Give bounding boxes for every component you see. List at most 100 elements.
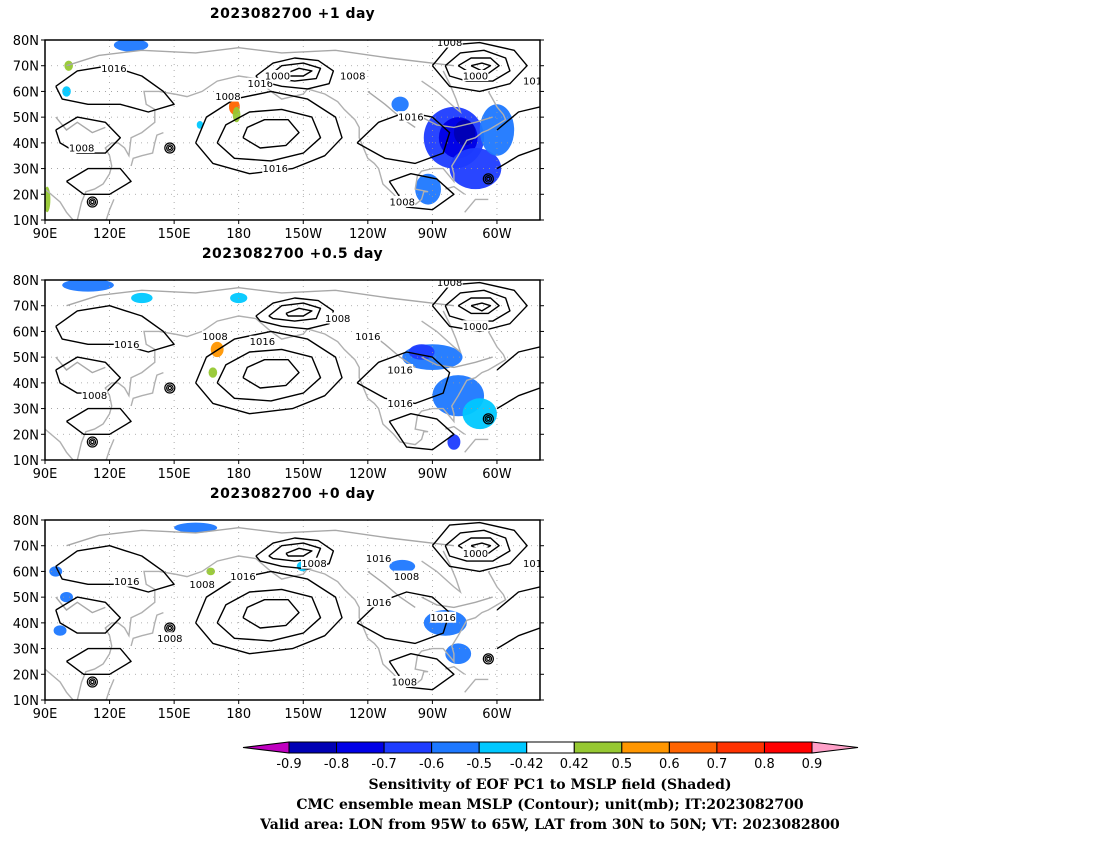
cyclone-isobar bbox=[482, 413, 494, 425]
atlantic-low-isobar bbox=[444, 289, 511, 322]
cyclone-isobar bbox=[486, 656, 491, 662]
colorbar-box bbox=[716, 741, 765, 754]
contour-label-bg bbox=[462, 70, 489, 81]
lon-tick-label: 150E bbox=[158, 707, 191, 722]
lat-tick-label: 50N bbox=[13, 111, 39, 126]
asia-isobar bbox=[55, 545, 175, 593]
contour-label: 1016 bbox=[114, 577, 139, 588]
contour-label-bg bbox=[430, 611, 457, 623]
sensitivity-shading bbox=[131, 292, 153, 304]
colorbar-label: 0.5 bbox=[611, 757, 632, 772]
cyclone-isobar bbox=[90, 439, 95, 445]
contour-label-bg bbox=[113, 338, 140, 350]
asia-isobar bbox=[55, 356, 122, 394]
lon-tick-label: 150E bbox=[158, 227, 191, 242]
cyclone-isobar bbox=[86, 436, 98, 448]
lat-tick-label: 60N bbox=[13, 85, 39, 100]
lat-tick-label: 10N bbox=[13, 454, 39, 469]
cyclone-isobar bbox=[482, 173, 494, 185]
asia-isobar bbox=[55, 116, 122, 154]
sensitivity-shading bbox=[174, 522, 218, 533]
contour-label-bg bbox=[113, 575, 140, 587]
contour-label: 1016 bbox=[387, 366, 412, 377]
lon-tick-label: 90E bbox=[33, 227, 58, 242]
cyclone-isobar bbox=[86, 196, 98, 208]
contour-label: 1008 bbox=[392, 678, 417, 689]
contour-label: 1016 bbox=[247, 79, 272, 90]
lon-tick-label: 90E bbox=[33, 467, 58, 482]
map-content: 1016 1008 1016 1008 1008 1016 1008 1000 1016 1016 bbox=[45, 278, 540, 460]
contour-label: 1008 bbox=[325, 314, 350, 325]
sensitivity-shading bbox=[208, 367, 218, 378]
cyclone-isobar bbox=[86, 676, 98, 688]
contour-label: 1008 bbox=[390, 198, 415, 209]
sensitivity-shading bbox=[113, 40, 149, 52]
orography-contour bbox=[367, 90, 416, 128]
sensitivity-shading bbox=[196, 121, 204, 129]
contour-label-bg bbox=[189, 578, 216, 590]
map-frame bbox=[44, 279, 541, 461]
lon-tick-label: 180 bbox=[226, 467, 251, 482]
caption-line-3: Valid area: LON from 95W to 65W, LAT fro… bbox=[260, 817, 840, 833]
lon-tick-label: 90W bbox=[418, 227, 448, 242]
coastline bbox=[105, 199, 115, 220]
orography-contour bbox=[421, 116, 493, 129]
contour-label-bg bbox=[354, 330, 381, 342]
map-background bbox=[45, 280, 540, 460]
contour-label: 1016 bbox=[263, 164, 288, 175]
contour-label-bg bbox=[436, 40, 463, 48]
orography-contour bbox=[421, 596, 493, 609]
sensitivity-shading bbox=[449, 148, 502, 190]
cyclone-isobar bbox=[484, 415, 493, 423]
contour-label-bg bbox=[81, 389, 108, 401]
lat-tick-label: 60N bbox=[13, 325, 39, 340]
sensitivity-shading bbox=[62, 86, 71, 97]
sensitivity-shading bbox=[62, 280, 114, 292]
contour-label: 1016 bbox=[230, 572, 255, 583]
colorbar-box bbox=[336, 741, 385, 754]
contour-label-bg bbox=[462, 320, 489, 332]
contour-label: 1008 bbox=[301, 559, 326, 570]
asia-isobar bbox=[55, 305, 175, 353]
coastline bbox=[105, 679, 115, 700]
cyclone-isobar bbox=[484, 175, 493, 183]
pacific-high-isobar bbox=[242, 599, 300, 629]
contour-label: 1016 bbox=[114, 340, 139, 351]
contour-label: 1016 bbox=[101, 64, 126, 75]
cyclone-isobar bbox=[482, 653, 494, 665]
map-frame bbox=[44, 519, 541, 701]
contour-label-bg bbox=[387, 397, 414, 409]
contour-label-bg bbox=[393, 570, 420, 582]
panel-3-title: 2023082700 +0 day bbox=[209, 486, 376, 502]
contour-label: 1008 bbox=[437, 278, 462, 289]
contour-label: 1008 bbox=[202, 332, 227, 343]
contour-label: 1016 bbox=[250, 337, 275, 348]
contour-label: 1016 bbox=[366, 554, 391, 565]
lon-tick-label: 120W bbox=[349, 227, 387, 242]
colorbar-label: -0.5 bbox=[466, 757, 491, 772]
cyclone-isobar bbox=[486, 176, 491, 182]
lon-tick-label: 150W bbox=[284, 467, 322, 482]
orography-contour bbox=[66, 46, 454, 67]
north-america-isobar bbox=[496, 147, 540, 170]
colorbar-box bbox=[383, 741, 433, 754]
panel-1-title: 2023082700 +1 day bbox=[209, 6, 376, 22]
colorbar-box bbox=[668, 741, 718, 754]
lon-tick-label: 60W bbox=[482, 227, 512, 242]
contour-label: 1000 bbox=[463, 72, 488, 83]
contour-label: 1008 bbox=[215, 92, 240, 103]
north-america-isobar bbox=[496, 387, 540, 410]
asia-isobar bbox=[66, 407, 132, 435]
atlantic-low-isobar bbox=[470, 302, 492, 312]
contour-label: 1008 bbox=[340, 72, 365, 83]
colorbar-label: -0.7 bbox=[371, 757, 396, 772]
lat-tick-label: 80N bbox=[13, 274, 39, 289]
contour-label-bg bbox=[214, 90, 241, 102]
asia-isobar bbox=[55, 64, 175, 113]
coastline bbox=[76, 315, 507, 460]
colorbar-box bbox=[478, 741, 528, 754]
pacific-high-isobar bbox=[195, 570, 343, 655]
contour-label: 1008 bbox=[394, 572, 419, 583]
lon-tick-label: 90E bbox=[33, 707, 58, 722]
pacific-high-isobar bbox=[195, 90, 343, 175]
